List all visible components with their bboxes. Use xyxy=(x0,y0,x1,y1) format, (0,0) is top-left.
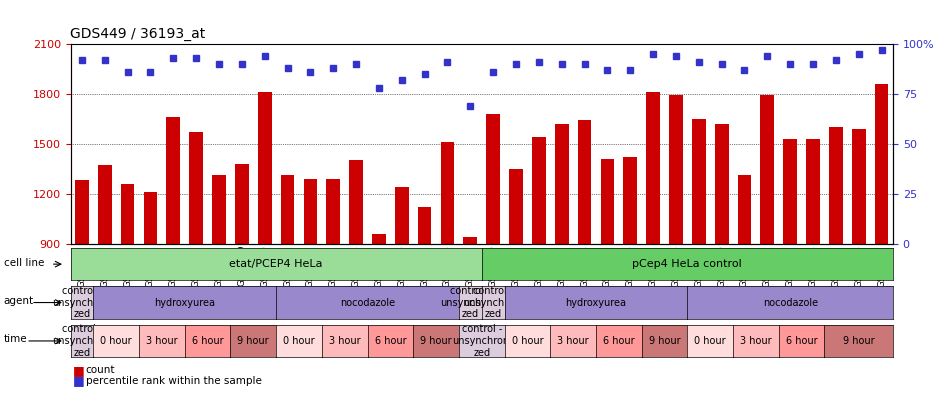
Text: 6 hour: 6 hour xyxy=(374,336,406,346)
Bar xyxy=(783,139,797,244)
Text: pCep4 HeLa control: pCep4 HeLa control xyxy=(633,259,743,269)
Text: 0 hour: 0 hour xyxy=(283,336,315,346)
Text: 0 hour: 0 hour xyxy=(511,336,543,346)
Bar xyxy=(326,179,340,244)
Bar xyxy=(807,139,820,244)
Bar xyxy=(509,169,523,244)
Bar xyxy=(120,183,134,244)
Text: 6 hour: 6 hour xyxy=(603,336,634,346)
Bar xyxy=(372,234,385,244)
Bar xyxy=(738,175,751,244)
Text: 3 hour: 3 hour xyxy=(329,336,360,346)
Text: ■: ■ xyxy=(73,364,85,377)
Text: count: count xyxy=(86,365,115,375)
Bar xyxy=(760,95,775,244)
Bar xyxy=(235,164,249,244)
Bar xyxy=(304,179,317,244)
Text: GDS449 / 36193_at: GDS449 / 36193_at xyxy=(70,27,206,41)
Text: control -
unsynchroni
zed: control - unsynchroni zed xyxy=(452,324,511,358)
Bar xyxy=(829,127,843,244)
Text: etat/PCEP4 HeLa: etat/PCEP4 HeLa xyxy=(229,259,322,269)
Bar xyxy=(75,180,88,244)
Text: 6 hour: 6 hour xyxy=(192,336,224,346)
Text: 6 hour: 6 hour xyxy=(786,336,818,346)
Bar xyxy=(692,118,706,244)
Text: 0 hour: 0 hour xyxy=(695,336,726,346)
Bar xyxy=(669,95,682,244)
Text: 0 hour: 0 hour xyxy=(101,336,132,346)
Bar xyxy=(852,129,866,244)
Bar xyxy=(555,124,569,244)
Text: 9 hour: 9 hour xyxy=(238,336,269,346)
Text: percentile rank within the sample: percentile rank within the sample xyxy=(86,376,261,386)
Text: agent: agent xyxy=(4,296,34,306)
Bar xyxy=(350,160,363,244)
Bar xyxy=(875,84,888,244)
Text: 9 hour: 9 hour xyxy=(843,336,874,346)
Text: control -
unsynchroni
zed: control - unsynchroni zed xyxy=(52,324,112,358)
Text: 3 hour: 3 hour xyxy=(557,336,589,346)
Bar xyxy=(601,158,614,244)
Bar xyxy=(166,117,180,244)
Bar xyxy=(258,92,272,244)
Bar xyxy=(714,124,728,244)
Text: ■: ■ xyxy=(73,375,85,387)
Text: nocodazole: nocodazole xyxy=(340,297,395,308)
Bar xyxy=(212,175,226,244)
Bar xyxy=(441,142,454,244)
Bar xyxy=(144,192,157,244)
Text: cell line: cell line xyxy=(4,257,44,268)
Text: hydroxyurea: hydroxyurea xyxy=(566,297,626,308)
Text: nocodazole: nocodazole xyxy=(762,297,818,308)
Bar xyxy=(486,114,500,244)
Text: hydroxyurea: hydroxyurea xyxy=(154,297,215,308)
Bar xyxy=(463,237,478,244)
Bar xyxy=(578,120,591,244)
Bar xyxy=(532,137,546,244)
Bar xyxy=(98,165,112,244)
Text: time: time xyxy=(4,334,27,345)
Text: 9 hour: 9 hour xyxy=(420,336,452,346)
Text: control -
unsynchroni
zed: control - unsynchroni zed xyxy=(440,286,500,319)
Text: 9 hour: 9 hour xyxy=(649,336,681,346)
Bar xyxy=(395,187,409,244)
Text: 3 hour: 3 hour xyxy=(146,336,178,346)
Text: control -
unsynchroni
zed: control - unsynchroni zed xyxy=(463,286,524,319)
Bar xyxy=(189,132,203,244)
Bar xyxy=(281,175,294,244)
Bar xyxy=(646,92,660,244)
Text: 3 hour: 3 hour xyxy=(740,336,772,346)
Bar xyxy=(623,157,637,244)
Text: control -
unsynchroni
zed: control - unsynchroni zed xyxy=(52,286,112,319)
Bar xyxy=(417,207,431,244)
